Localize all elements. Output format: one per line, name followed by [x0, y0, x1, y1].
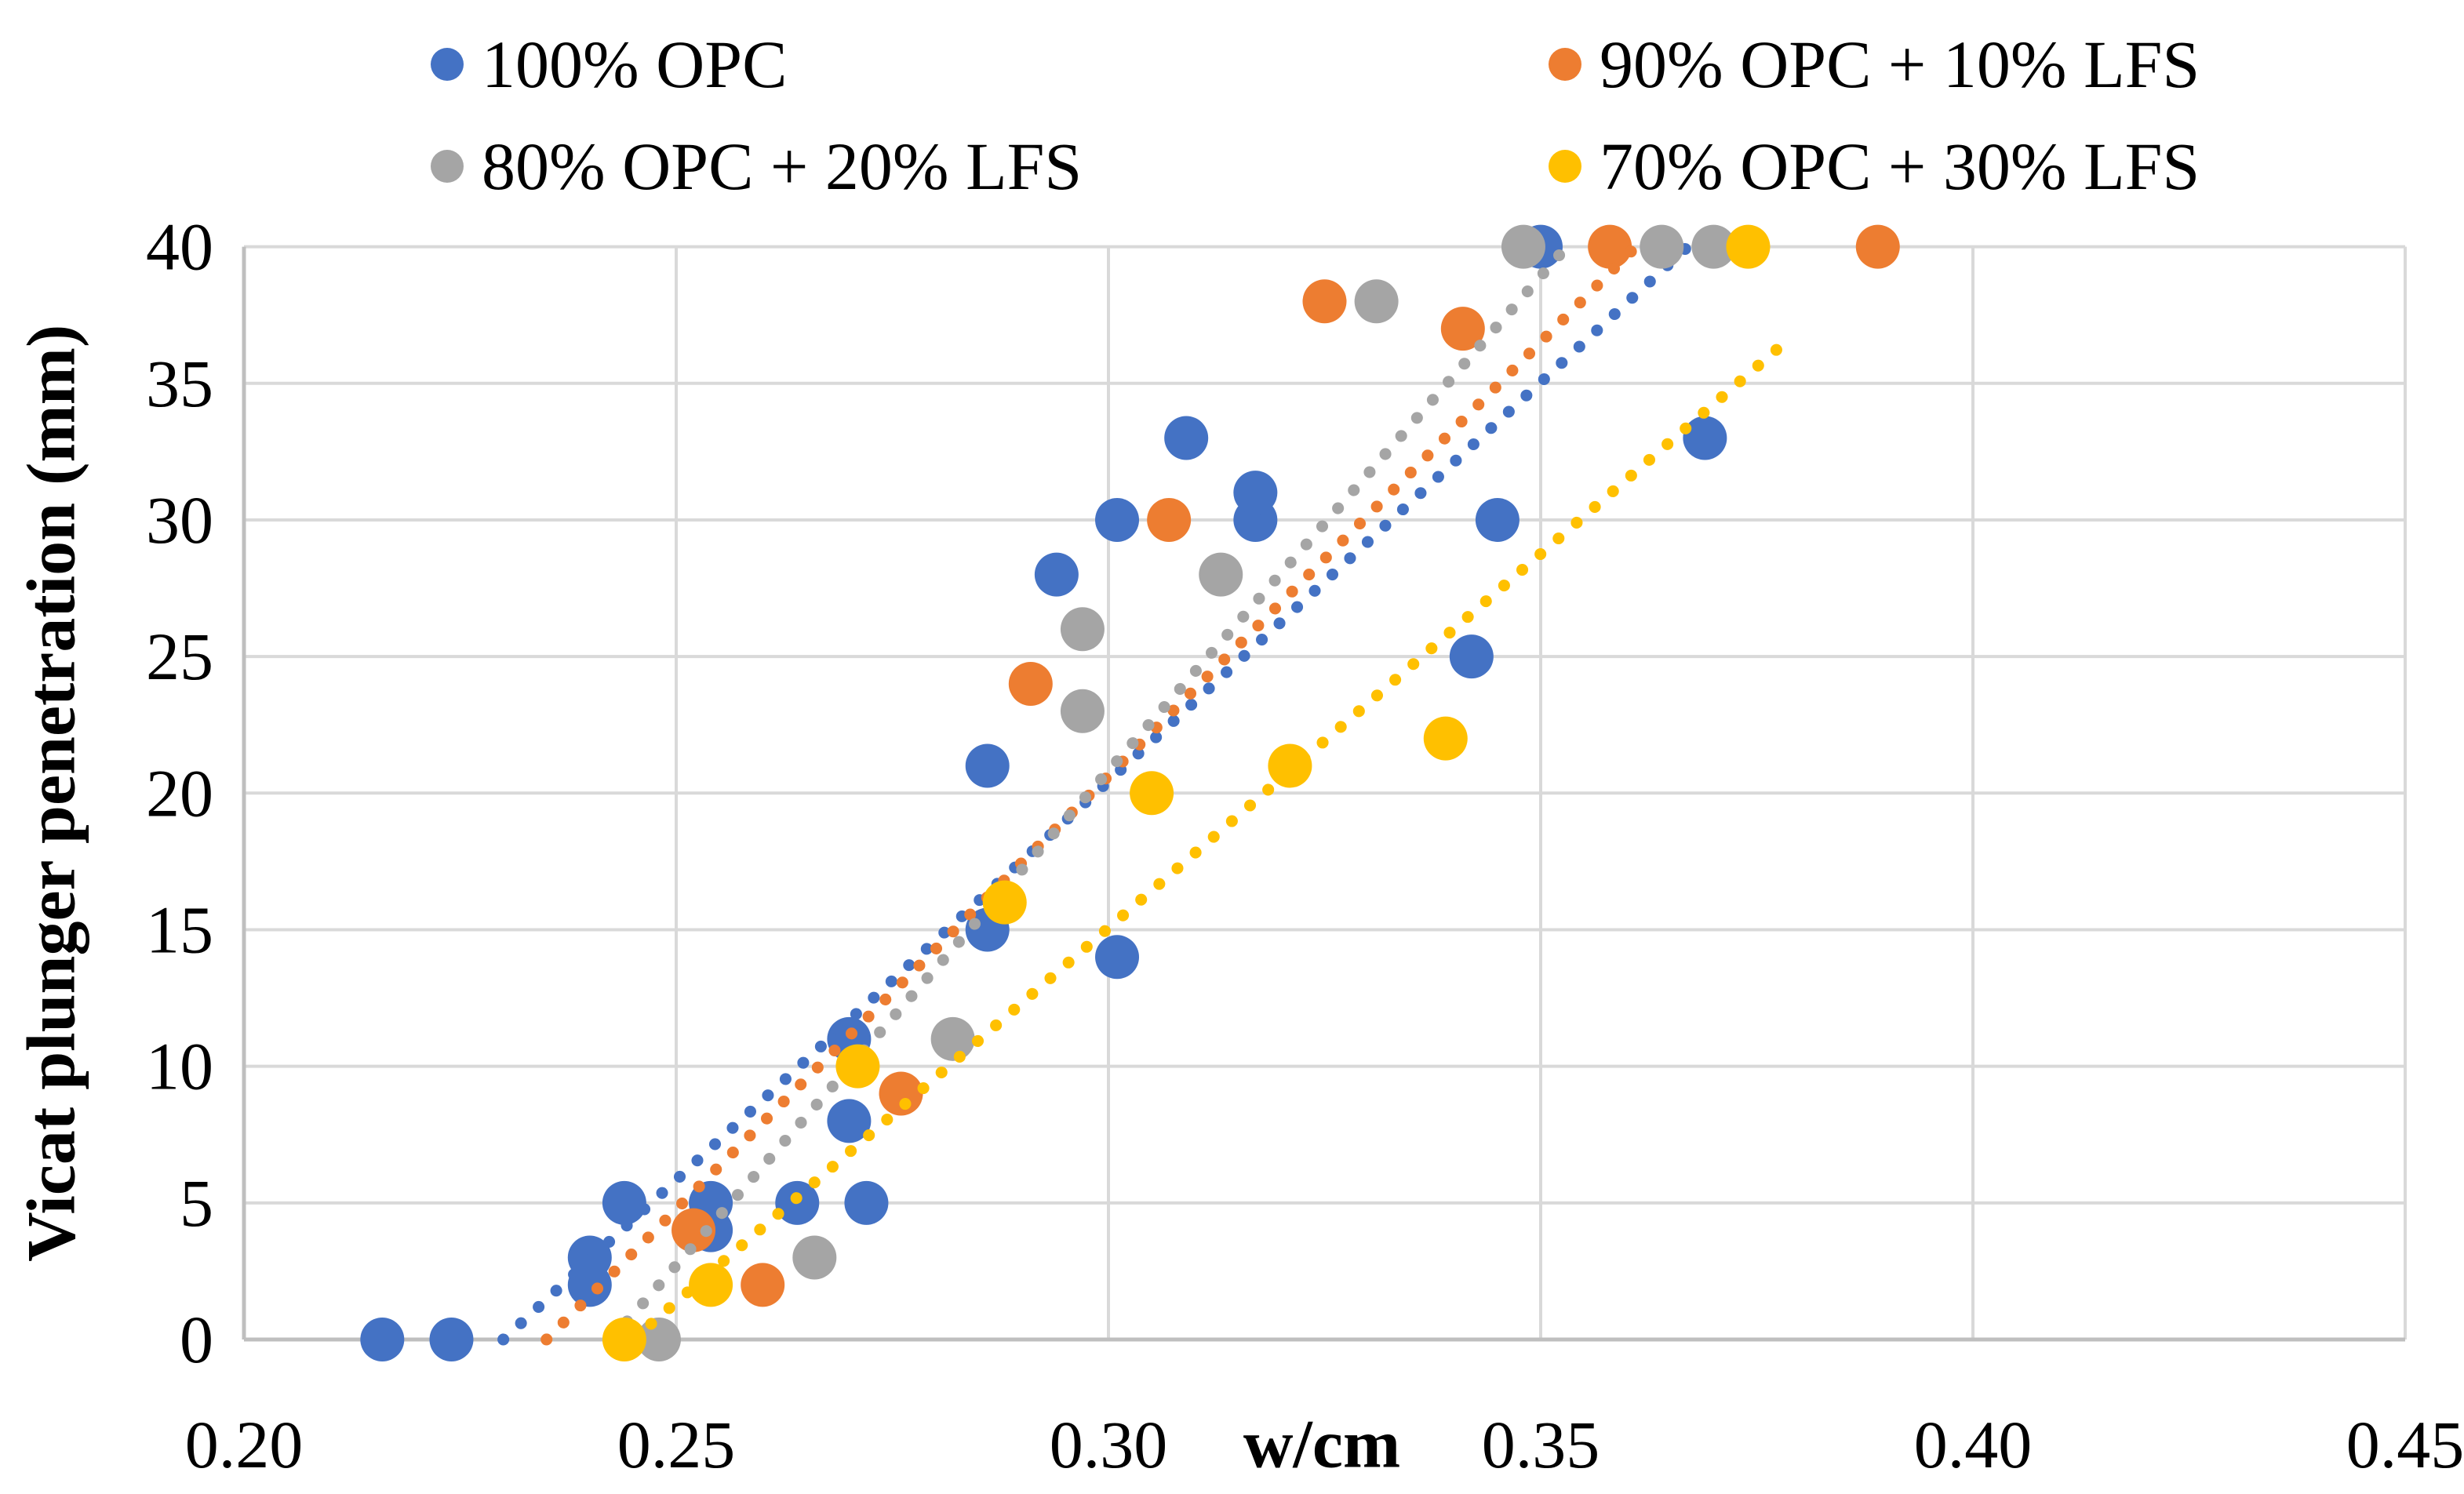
trendline-100-opc: [497, 241, 1694, 1346]
y-axis-labels: 0 5 10 15 20 25 30 35 40 Vicat plunger penetratio…: [14, 209, 214, 1377]
y-tick-label: 40: [146, 209, 213, 285]
legend-item-90-opc-10-lfs: 90% OPC + 10% LFS: [1549, 27, 2200, 102]
data-point-70-opc-30-lfs: [982, 880, 1027, 925]
data-point-100-opc: [1449, 634, 1494, 679]
data-point-100-opc: [1683, 416, 1727, 460]
gridlines: [244, 245, 2407, 1340]
data-point-80-opc-20-lfs: [930, 1016, 975, 1061]
x-tick-label: 0.30: [1050, 1407, 1168, 1482]
data-point-100-opc: [1095, 497, 1140, 542]
data-point-70-opc-30-lfs: [689, 1263, 733, 1307]
y-tick-label: 10: [146, 1029, 213, 1104]
data-point-90-opc-10-lfs: [1588, 224, 1632, 269]
data-point-100-opc: [360, 1318, 405, 1361]
legend-label-90-opc-10-lfs: 90% OPC + 10% LFS: [1600, 27, 2200, 102]
data-point-90-opc-10-lfs: [1008, 661, 1053, 706]
data-point-100-opc: [1164, 416, 1209, 460]
y-tick-label: 25: [146, 619, 213, 694]
legend-item-80-opc-20-lfs: 80% OPC + 20% LFS: [431, 129, 1082, 204]
legend-label-80-opc-20-lfs: 80% OPC + 20% LFS: [482, 129, 1082, 204]
y-tick-label: 30: [146, 482, 213, 558]
legend-swatch-70-opc-30-lfs: [1549, 150, 1581, 183]
data-point-80-opc-20-lfs: [1060, 689, 1105, 733]
legend: 100% OPC 90% OPC + 10% LFS 80% OPC + 20% L…: [431, 27, 2200, 204]
data-point-90-opc-10-lfs: [1855, 224, 1900, 269]
x-tick-label: 0.45: [2346, 1407, 2464, 1482]
y-axis-title: Vicat plunger penetration (mm): [14, 325, 90, 1262]
trendline-70-opc-30-lfs: [627, 331, 1798, 1346]
x-tick-label: 0.25: [617, 1407, 736, 1482]
x-tick-label: 0.20: [185, 1407, 304, 1482]
y-tick-label: 15: [146, 892, 213, 967]
data-point-80-opc-20-lfs: [1354, 279, 1399, 324]
legend-label-100-opc: 100% OPC: [482, 27, 787, 102]
x-tick-label: 0.40: [1914, 1407, 2033, 1482]
x-tick-label: 0.35: [1482, 1407, 1600, 1482]
data-point-90-opc-10-lfs: [741, 1263, 785, 1307]
data-point-80-opc-20-lfs: [1501, 224, 1545, 269]
x-axis-labels: 0.20 0.25 0.30 0.35 0.40 0.45 w/cm: [185, 1407, 2464, 1483]
data-point-70-opc-30-lfs: [835, 1044, 880, 1089]
data-point-90-opc-10-lfs: [1147, 497, 1192, 542]
series-90-opc-10-lfs: [540, 224, 1900, 1346]
data-point-80-opc-20-lfs: [792, 1235, 837, 1280]
y-tick-label: 0: [180, 1302, 213, 1377]
legend-item-100-opc: 100% OPC: [431, 27, 787, 102]
data-point-70-opc-30-lfs: [1130, 771, 1174, 816]
data-point-100-opc: [1475, 497, 1520, 542]
y-tick-label: 20: [146, 755, 213, 831]
data-point-80-opc-20-lfs: [1640, 224, 1684, 269]
data-point-100-opc: [844, 1180, 889, 1225]
data-point-100-opc: [1034, 552, 1079, 597]
data-point-100-opc: [965, 743, 1010, 788]
series-80-opc-20-lfs: [605, 224, 1736, 1361]
series-70-opc-30-lfs: [602, 224, 1798, 1361]
data-point-100-opc: [602, 1180, 646, 1225]
legend-item-70-opc-30-lfs: 70% OPC + 30% LFS: [1549, 129, 2200, 204]
legend-swatch-80-opc-20-lfs: [431, 150, 464, 183]
y-tick-label: 35: [146, 346, 213, 421]
trendline-80-opc-20-lfs: [605, 241, 1573, 1346]
data-point-70-opc-30-lfs: [1268, 743, 1312, 788]
data-point-70-opc-30-lfs: [1423, 716, 1468, 761]
trendline-90-opc-10-lfs: [540, 241, 1642, 1346]
data-point-70-opc-30-lfs: [602, 1318, 646, 1361]
data-point-100-opc: [429, 1318, 474, 1361]
legend-swatch-90-opc-10-lfs: [1549, 48, 1581, 81]
data-point-80-opc-20-lfs: [1199, 552, 1243, 597]
x-axis-title: w/cm: [1243, 1407, 1400, 1483]
data-point-80-opc-20-lfs: [1691, 224, 1736, 269]
data-point-70-opc-30-lfs: [1726, 224, 1771, 269]
data-point-100-opc: [827, 1099, 872, 1143]
data-point-100-opc: [1233, 471, 1278, 515]
data-point-90-opc-10-lfs: [1440, 307, 1485, 351]
legend-label-70-opc-30-lfs: 70% OPC + 30% LFS: [1600, 129, 2200, 204]
data-point-90-opc-10-lfs: [1302, 279, 1347, 324]
data-point-100-opc: [1095, 935, 1140, 980]
y-tick-label: 5: [180, 1165, 213, 1241]
data-point-90-opc-10-lfs: [672, 1208, 716, 1252]
data-point-90-opc-10-lfs: [879, 1071, 923, 1116]
data-point-80-opc-20-lfs: [1060, 607, 1105, 652]
legend-swatch-100-opc: [431, 48, 464, 81]
